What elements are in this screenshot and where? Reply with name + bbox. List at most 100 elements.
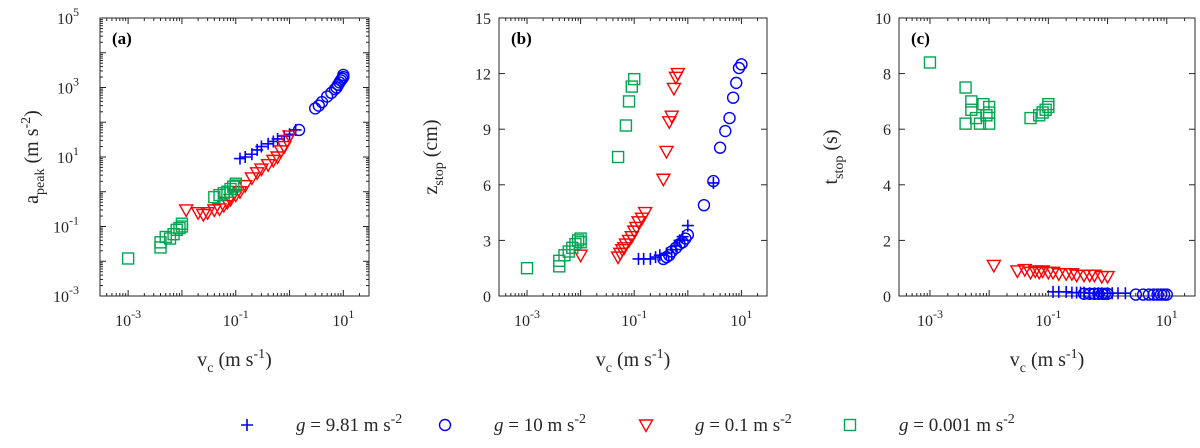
legend-marker-plus: [241, 419, 253, 431]
y-tick-label: 101: [57, 144, 79, 167]
data-point: [611, 150, 625, 164]
x-tick-label: 101: [1156, 307, 1178, 330]
data-point: [1068, 269, 1085, 284]
x-tick-label: 10-1: [1035, 307, 1061, 330]
series-g10: [1077, 287, 1173, 301]
panel-label: (a): [112, 29, 132, 48]
x-tick-label: 10-3: [514, 307, 540, 330]
data-point: [1099, 270, 1116, 285]
data-point: [178, 204, 194, 218]
tick-marks: [99, 17, 370, 297]
data-point: [697, 198, 711, 212]
data-point: [1092, 287, 1105, 300]
legend-label: g = 0.1 m s-2: [695, 412, 792, 436]
panel-2: 10-3 10-1 101 0 3 6 9 12 15 (b) vc (m s-1) zstop (c…: [420, 11, 768, 376]
data-point: [644, 252, 657, 265]
data-point: [1045, 266, 1061, 281]
plot-frame: [498, 17, 768, 297]
data-point: [707, 174, 720, 188]
data-point: [1051, 268, 1067, 282]
data-point: [719, 124, 732, 138]
x-tick-label: 101: [730, 307, 752, 330]
data-point: [1027, 265, 1043, 279]
data-point: [1017, 263, 1033, 278]
data-point: [965, 103, 978, 116]
data-point: [571, 234, 585, 247]
data-point: [217, 187, 230, 200]
data-point: [1022, 266, 1039, 281]
plot-frame: [898, 17, 1196, 297]
data-point: [190, 206, 206, 221]
data-point: [1024, 111, 1037, 125]
data-point: [658, 145, 675, 160]
data-point: [237, 179, 253, 194]
data-point: [1160, 288, 1173, 301]
data-point: [199, 206, 216, 221]
y-tick-label: 6: [883, 122, 891, 139]
legend-marker-square: [843, 418, 857, 432]
data-point: [229, 177, 242, 190]
data-point: [281, 130, 298, 145]
series-g981: [632, 176, 720, 265]
data-point: [159, 230, 172, 244]
data-point: [121, 252, 135, 265]
data-point: [663, 110, 680, 125]
data-point: [726, 91, 740, 104]
data-point: [1031, 266, 1047, 281]
data-point: [959, 81, 972, 94]
data-point: [572, 249, 589, 264]
data-point: [337, 68, 350, 82]
data-point: [665, 245, 678, 258]
panel-label: (b): [511, 29, 532, 48]
data-point: [1064, 268, 1080, 282]
data-point: [732, 61, 746, 75]
series-g0001: [520, 72, 641, 275]
y-tick-label: 3: [483, 233, 491, 250]
data-point: [730, 76, 743, 90]
data-point: [610, 251, 626, 266]
series-g01: [178, 130, 298, 223]
x-tick-label: 10-3: [115, 307, 141, 330]
data-point: [520, 262, 534, 275]
data-point: [1034, 265, 1051, 279]
y-tick-label: 10-3: [53, 283, 79, 306]
y-axis-label: tstop (s): [820, 129, 847, 184]
y-tick-label: 9: [483, 122, 491, 139]
data-point: [625, 80, 638, 93]
data-point: [163, 232, 177, 245]
data-point: [1095, 287, 1109, 300]
data-point: [1151, 288, 1164, 301]
legend: g = 9.81 m s-2 g = 10 m s-2 g = 0.1 m s-2 g…: [241, 412, 1015, 436]
y-tick-label: 103: [57, 75, 79, 98]
legend-item-g10: g = 10 m s-2: [438, 412, 586, 436]
data-point: [723, 111, 736, 125]
data-point: [175, 217, 189, 230]
x-axis-label: vc (m s-1): [596, 347, 671, 376]
legend-label: g = 10 m s-2: [494, 412, 586, 436]
x-tick-label: 101: [332, 307, 354, 330]
y-tick-label: 12: [475, 67, 491, 84]
data-point: [239, 151, 252, 163]
legend-label: g = 9.81 m s-2: [296, 412, 402, 436]
data-point: [735, 58, 748, 71]
tick-marks: [498, 17, 768, 297]
y-tick-label: 2: [883, 233, 891, 250]
series-g01: [986, 259, 1116, 285]
x-axis-label: vc (m s-1): [1010, 347, 1085, 376]
data-point: [713, 141, 727, 154]
y-axis-label: apeak (m s-2): [19, 110, 48, 204]
data-point: [1083, 287, 1096, 300]
data-point: [1142, 288, 1156, 301]
y-tick-label: 6: [483, 178, 491, 195]
data-point: [663, 249, 676, 262]
data-point: [271, 132, 284, 145]
data-point: [1042, 100, 1055, 114]
data-point: [679, 232, 692, 245]
legend-item-g01: g = 0.1 m s-2: [638, 412, 792, 436]
data-point: [292, 123, 306, 137]
data-point: [173, 221, 186, 235]
data-point: [320, 90, 334, 103]
data-point: [622, 95, 636, 108]
data-point: [195, 208, 212, 223]
